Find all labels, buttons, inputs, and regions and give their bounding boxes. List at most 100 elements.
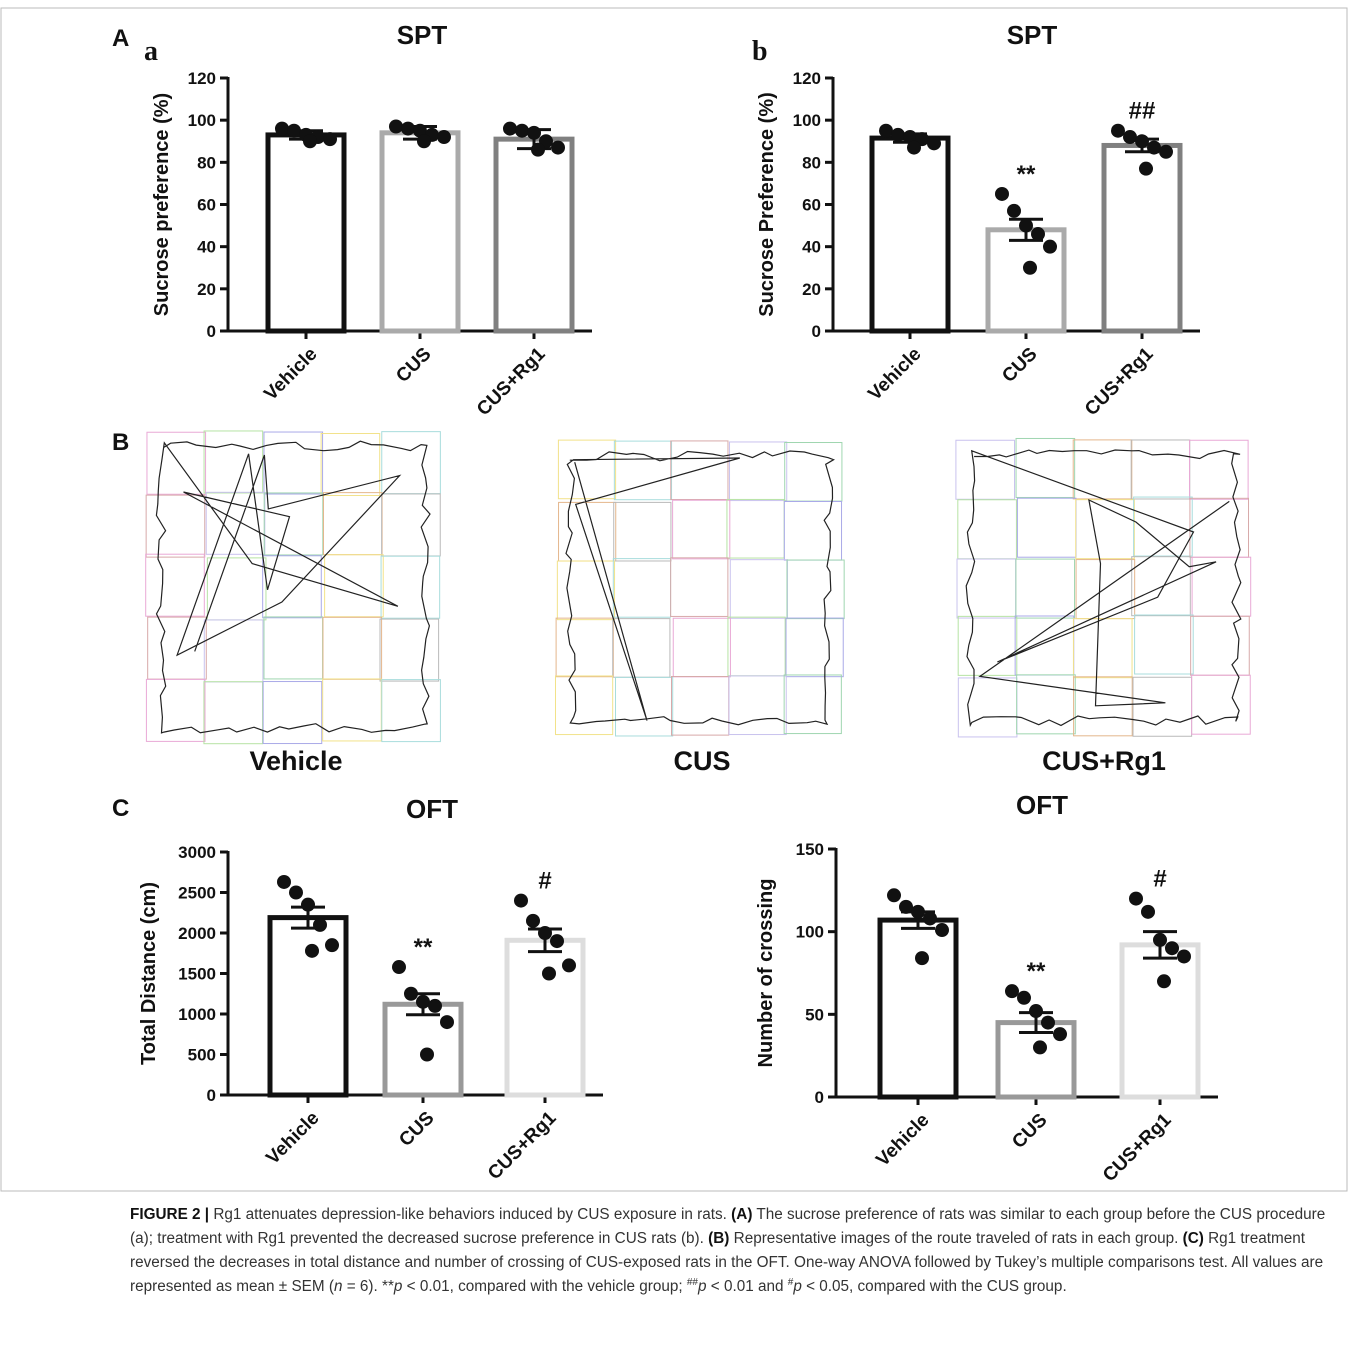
bar xyxy=(382,133,458,331)
y-tick-label: 0 xyxy=(207,1086,216,1105)
caption-text: < 0.01, compared with the vehicle group; xyxy=(402,1278,686,1295)
y-tick-label: 40 xyxy=(802,238,821,257)
y-axis-label: Total Distance (cm) xyxy=(138,882,160,1065)
caption-text: ## xyxy=(687,1277,698,1288)
data-point xyxy=(1123,130,1137,144)
data-point xyxy=(927,136,941,150)
arena-cell xyxy=(1076,500,1135,559)
arena-cell xyxy=(1134,497,1193,556)
arena-cell xyxy=(671,558,728,617)
x-tick-label: CUS+Rg1 xyxy=(473,343,550,420)
data-point xyxy=(275,122,289,136)
arena-cell xyxy=(1133,677,1192,736)
y-tick-label: 80 xyxy=(197,153,216,172)
bar xyxy=(880,920,956,1097)
panel-label: b xyxy=(752,36,768,67)
caption-text: = 6). ** xyxy=(342,1278,393,1295)
y-tick-label: 3000 xyxy=(178,843,216,862)
y-tick-label: 2000 xyxy=(178,924,216,943)
arena-cell xyxy=(1192,557,1251,616)
data-point xyxy=(538,926,552,940)
data-point xyxy=(325,938,339,952)
arena-cell xyxy=(958,616,1017,675)
data-point xyxy=(1165,941,1179,955)
arena-cell xyxy=(784,501,841,560)
data-point xyxy=(935,923,949,937)
track-image xyxy=(956,438,1251,736)
arena-cell xyxy=(956,440,1015,499)
y-tick-label: 0 xyxy=(812,322,821,341)
y-tick-label: 50 xyxy=(805,1005,824,1024)
x-tick-label: CUS xyxy=(1008,1110,1051,1153)
arena-cell xyxy=(727,499,784,558)
arena-cell xyxy=(1135,615,1194,674)
arena-cell xyxy=(613,559,670,618)
arena-cell xyxy=(382,680,441,742)
data-point xyxy=(1129,892,1143,906)
y-tick-label: 120 xyxy=(793,69,821,88)
y-tick-label: 120 xyxy=(188,69,216,88)
arena-cell xyxy=(206,492,265,554)
arena-cell xyxy=(147,432,206,494)
arena-cell xyxy=(784,675,841,734)
data-point xyxy=(323,132,337,146)
arena-cell xyxy=(1192,675,1251,734)
data-point xyxy=(542,967,556,981)
y-tick-label: 2500 xyxy=(178,884,216,903)
data-point xyxy=(911,905,925,919)
data-point xyxy=(1157,974,1171,988)
data-point xyxy=(1043,240,1057,254)
arena-cell xyxy=(148,617,207,679)
significance-label: # xyxy=(538,868,551,895)
data-point xyxy=(1023,261,1037,275)
data-point xyxy=(887,888,901,902)
arena-cell xyxy=(556,618,613,677)
significance-label: ## xyxy=(1129,98,1156,125)
track-path xyxy=(966,450,1241,725)
data-point xyxy=(1029,1004,1043,1018)
track-label: CUS xyxy=(673,746,730,776)
page: {"panel_labels": {"A": "A", "a": "a", "b… xyxy=(0,0,1355,1347)
arena-cell xyxy=(380,619,439,681)
data-point xyxy=(514,894,528,908)
data-point xyxy=(404,987,418,1001)
data-point xyxy=(416,995,430,1009)
arena-cell xyxy=(616,677,673,736)
data-point xyxy=(277,875,291,889)
y-tick-label: 1000 xyxy=(178,1005,216,1024)
x-tick-label: CUS xyxy=(392,344,435,387)
data-point xyxy=(1147,141,1161,155)
arena-cell xyxy=(957,559,1016,618)
y-tick-label: 80 xyxy=(802,153,821,172)
data-point xyxy=(550,934,564,948)
chart-title: OFT xyxy=(406,794,458,824)
arena-cell xyxy=(728,617,785,676)
x-tick-label: Vehicle xyxy=(872,1110,933,1171)
data-point xyxy=(1033,1040,1047,1054)
arena-cell xyxy=(381,556,440,618)
data-point xyxy=(891,128,905,142)
data-point xyxy=(1135,134,1149,148)
data-point xyxy=(879,124,893,138)
y-axis-label: Number of crossing xyxy=(755,879,777,1068)
y-tick-label: 60 xyxy=(802,196,821,215)
figure: A a b B C Vehicle CUS CUS+Rg1 SPTSucrose… xyxy=(0,0,1355,1195)
data-point xyxy=(437,130,451,144)
data-point xyxy=(1159,145,1173,159)
arena-cell xyxy=(325,555,384,617)
bar xyxy=(872,138,948,331)
arena-cell xyxy=(671,441,728,500)
data-point xyxy=(1031,227,1045,241)
panel-label: C xyxy=(112,795,129,822)
data-point xyxy=(915,951,929,965)
arena-cell xyxy=(673,618,730,677)
y-tick-label: 500 xyxy=(188,1046,216,1065)
panel-label: B xyxy=(112,429,129,456)
arena-cell xyxy=(264,617,323,679)
data-point xyxy=(428,999,442,1013)
data-point xyxy=(305,944,319,958)
panel-label: A xyxy=(112,25,129,52)
track-label: CUS+Rg1 xyxy=(1042,746,1166,776)
caption-text: p xyxy=(793,1278,802,1295)
x-tick-label: CUS+Rg1 xyxy=(484,1107,561,1184)
